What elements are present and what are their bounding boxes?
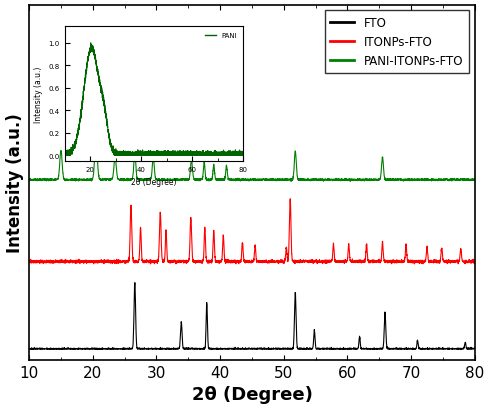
X-axis label: 2θ (Degree): 2θ (Degree) — [192, 386, 313, 403]
Y-axis label: Intensity (a.u.): Intensity (a.u.) — [5, 113, 24, 252]
Legend: FTO, ITONPs-FTO, PANI-ITONPs-FTO: FTO, ITONPs-FTO, PANI-ITONPs-FTO — [324, 11, 469, 74]
